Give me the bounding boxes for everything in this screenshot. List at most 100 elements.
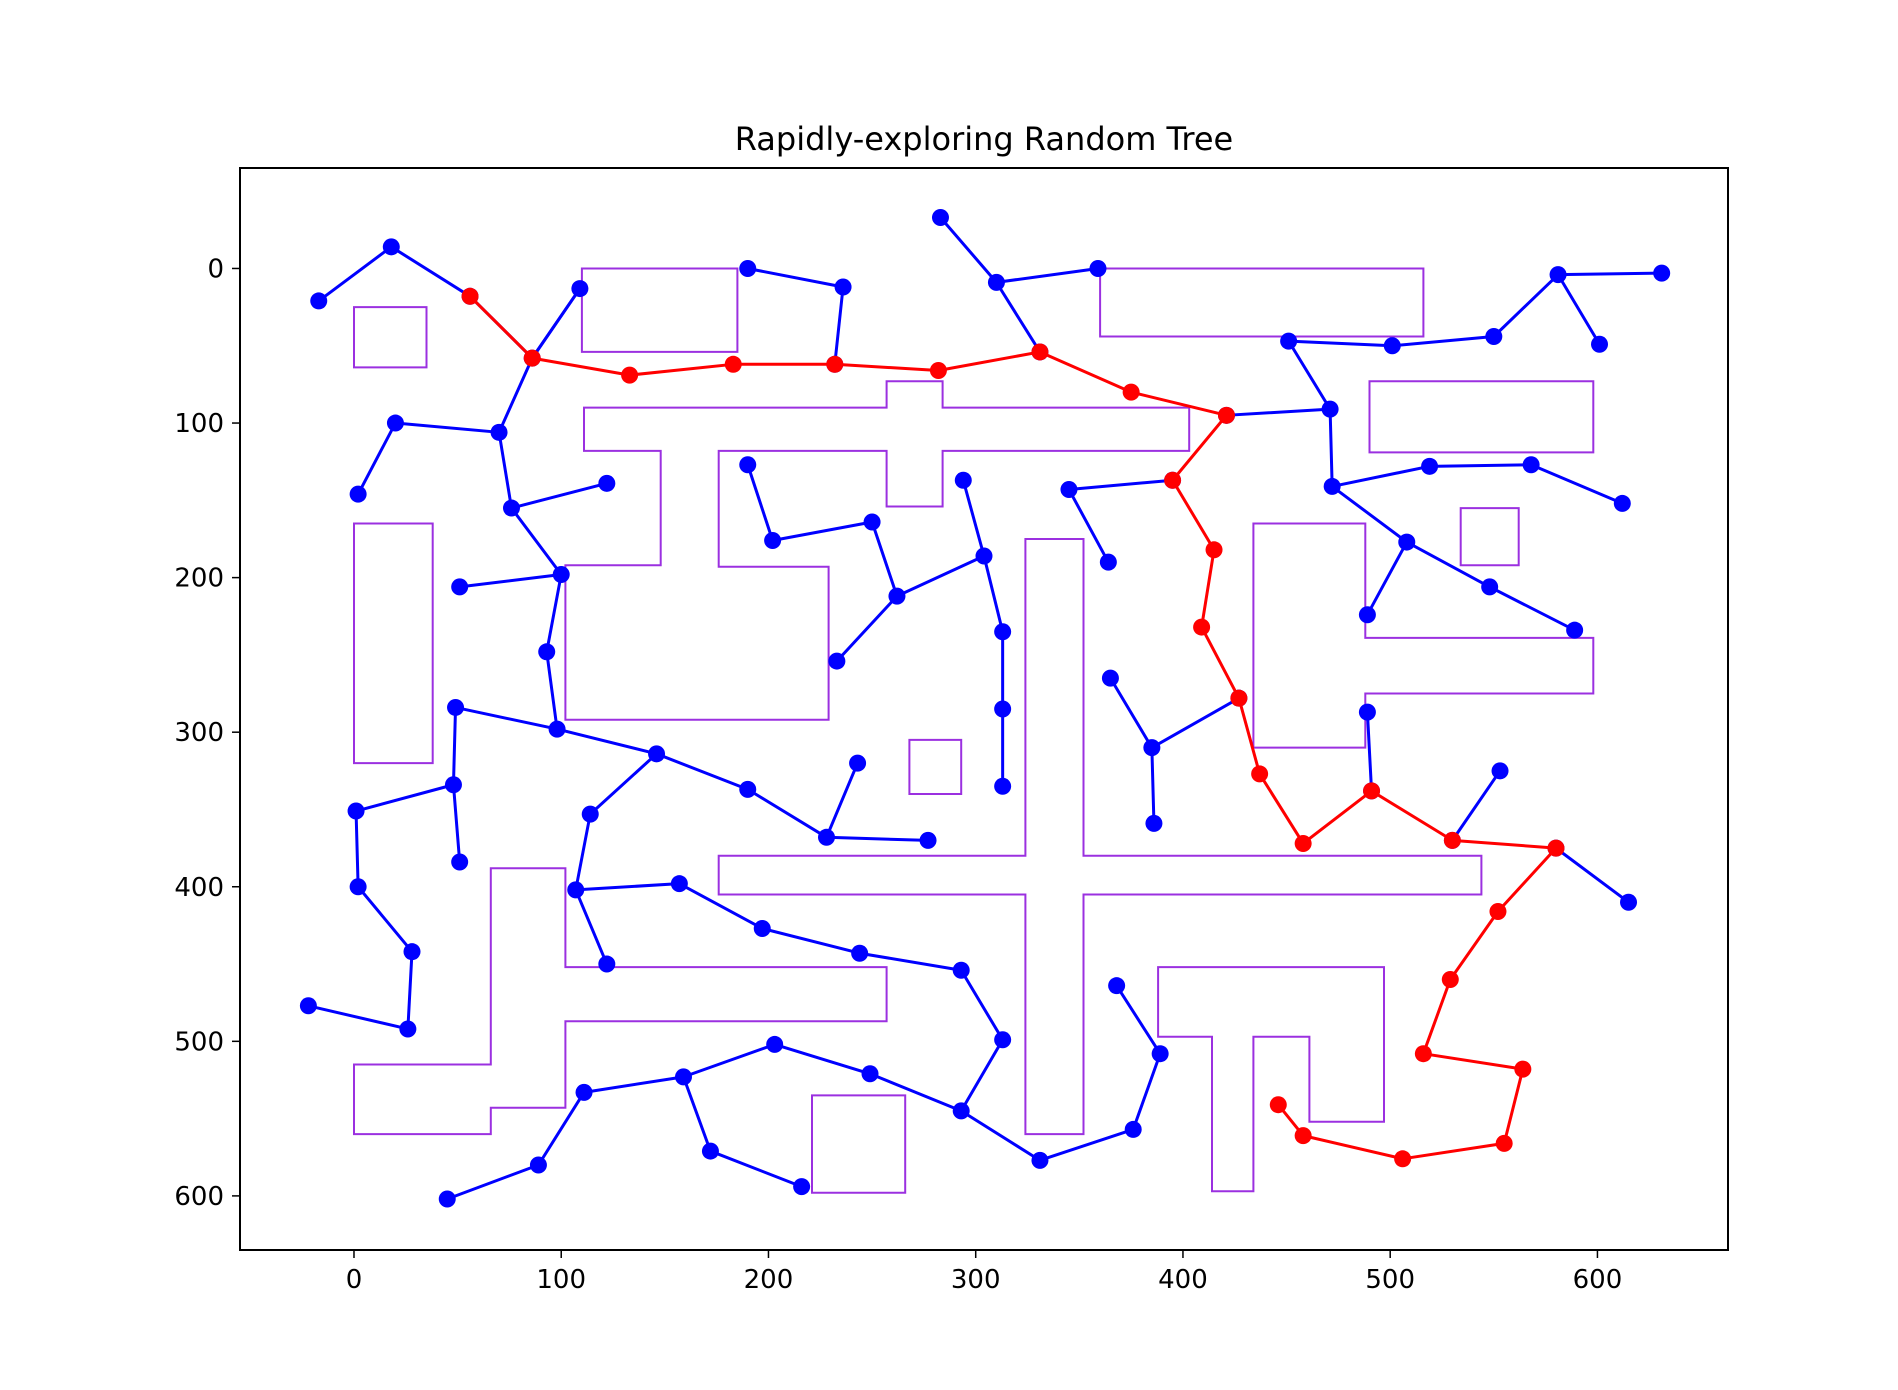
obstacle-0 [353, 306, 428, 369]
tree-edge-57 [746, 266, 845, 289]
tree-edge-23 [746, 787, 828, 839]
tree-edge-77 [1067, 478, 1175, 492]
tree-edge-44 [1038, 1127, 1135, 1162]
tree-node-29 [598, 955, 616, 973]
tree-node-0 [310, 292, 328, 310]
obstacle-12 [1157, 966, 1385, 1193]
tree-edge-75 [1405, 540, 1492, 589]
tree-node-58 [739, 259, 757, 277]
path-edge-7 [1129, 390, 1228, 417]
tree-edge-32 [858, 951, 963, 972]
tree-edge-50 [835, 594, 899, 663]
path-node-24 [1294, 1127, 1312, 1145]
tree-node-34 [994, 1031, 1012, 1049]
y-tick-label-0: 0 [207, 254, 224, 284]
tree-node-78 [1358, 606, 1376, 624]
tree-edge-73 [1330, 484, 1409, 544]
path-edge-9 [1171, 478, 1216, 552]
tree-node-52 [828, 652, 846, 670]
tree-edge-14 [451, 705, 458, 787]
obstacle-1 [353, 522, 434, 765]
tree-node-79 [1481, 578, 1499, 596]
tree-node-55 [994, 623, 1012, 641]
path-node-21 [1514, 1060, 1532, 1078]
tree-edge-48 [771, 520, 874, 543]
x-tick-label-0: 0 [346, 1265, 363, 1295]
tree-node-66 [1321, 400, 1339, 418]
path-edge-23 [1301, 1134, 1405, 1161]
tree-node-77 [1398, 533, 1416, 551]
y-tick-label-6: 600 [174, 1182, 224, 1212]
x-tick-label-6: 600 [1573, 1265, 1623, 1295]
path-edge-2 [628, 362, 735, 377]
obstacle-11 [811, 1094, 907, 1194]
path-node-7 [1122, 383, 1140, 401]
tree-edge-35 [868, 1072, 963, 1113]
tree-edge-45 [1131, 1052, 1162, 1131]
path-edge-1 [530, 356, 632, 377]
tree-edge-64 [1287, 339, 1394, 348]
path-node-2 [621, 366, 639, 384]
tree-node-42 [701, 1142, 719, 1160]
tree-edge-8 [509, 481, 609, 510]
obstacle-4 [1099, 267, 1425, 338]
tree-edge-5 [393, 421, 501, 434]
path-edge-14 [1301, 789, 1374, 845]
tree-edge-17 [354, 809, 360, 889]
tree-node-62 [987, 273, 1005, 291]
tree-node-75 [1522, 456, 1540, 474]
tree-edge-27 [574, 812, 592, 892]
tree-node-61 [931, 208, 949, 226]
tree-node-37 [766, 1035, 784, 1053]
tree-edge-46 [1115, 984, 1162, 1056]
tree-node-11 [451, 578, 469, 596]
path-edge-10 [1200, 548, 1216, 629]
tree-edge-65 [1390, 334, 1496, 348]
tree-node-14 [447, 698, 465, 716]
tree-node-49 [764, 532, 782, 550]
axes-layer: 0 100 200 300 400 500 600 0 100 200 300 400 500 600 [174, 167, 1729, 1295]
tree-edge-18 [356, 885, 414, 954]
y-tick-label-5: 500 [174, 1027, 224, 1057]
tree-node-9 [598, 474, 616, 492]
tree-node-40 [529, 1156, 547, 1174]
path-edge-17 [1496, 846, 1558, 913]
path-node-19 [1441, 971, 1459, 988]
tree-node-7 [349, 485, 367, 503]
y-tick-label-4: 400 [174, 873, 224, 903]
tree-edge-74 [1365, 540, 1409, 617]
tree-node-23 [739, 780, 757, 798]
obstacle-3 [564, 380, 1191, 721]
path-edge-15 [1370, 789, 1454, 842]
obstacle-5 [1368, 380, 1595, 454]
tree-edge-29 [574, 882, 681, 892]
tree-edge-71 [1428, 463, 1533, 468]
tree-edge-69 [1328, 407, 1334, 488]
obstacles-layer [353, 267, 1595, 1194]
tree-node-54 [954, 471, 972, 489]
tree-node-27 [581, 805, 599, 823]
path-node-14 [1294, 834, 1312, 852]
tree-node-68 [1383, 337, 1401, 355]
path-edge-18 [1448, 909, 1500, 981]
tree-edge-6 [356, 421, 397, 496]
tree-edge-70 [1330, 464, 1432, 488]
tree-node-39 [575, 1083, 593, 1101]
tree-node-51 [888, 587, 906, 605]
path-node-5 [929, 361, 947, 379]
tree-edge-38 [582, 1075, 685, 1094]
tree-node-88 [1358, 703, 1376, 721]
tree-edge-63 [1287, 339, 1332, 411]
tree-node-80 [1566, 621, 1584, 639]
tree-edge-34 [959, 1038, 1005, 1113]
x-tick-label-5: 500 [1365, 1265, 1415, 1295]
tree-node-15 [444, 776, 462, 794]
tree-layer [299, 208, 1671, 1208]
path-edge-4 [833, 362, 940, 372]
tree-edge-26 [588, 752, 659, 816]
tree-edge-28 [574, 888, 609, 966]
tree-edge-21 [555, 727, 659, 756]
tree-edge-31 [760, 926, 862, 955]
tree-node-41 [438, 1190, 456, 1208]
tree-node-33 [952, 961, 970, 979]
